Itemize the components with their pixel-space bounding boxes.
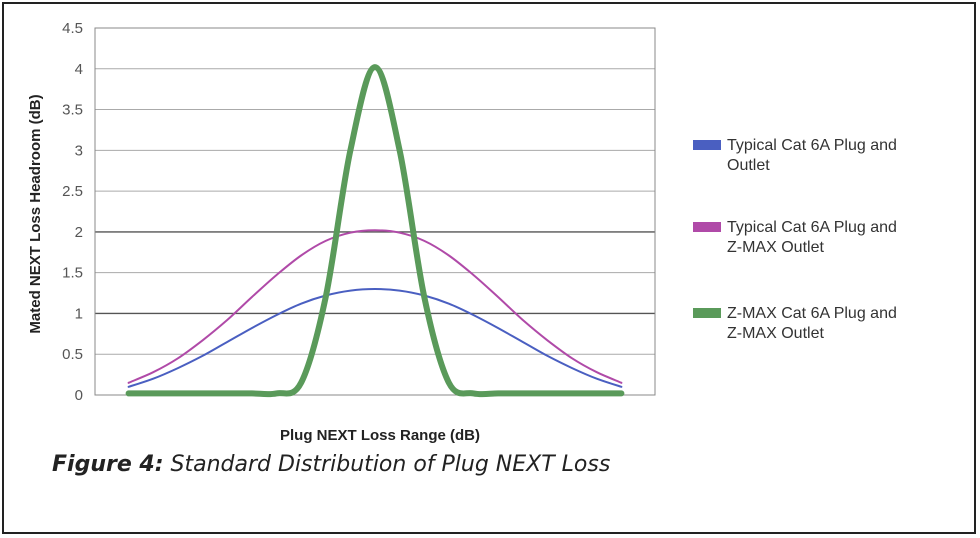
series-line-1 [127, 288, 623, 388]
y-tick-label: 4 [75, 61, 83, 78]
y-tick-label: 0 [75, 387, 83, 404]
legend-label-2: Typical Cat 6A Plug and Z-MAX Outlet [727, 219, 897, 256]
legend: Typical Cat 6A Plug and Outlet Typical Cat… [693, 137, 897, 342]
legend-swatch-3 [693, 308, 721, 318]
series-line-2 [127, 229, 623, 384]
plot-area [94, 27, 656, 396]
y-tick-label: 3 [75, 142, 83, 159]
y-tick-label: 1 [75, 305, 83, 322]
series-lines [125, 64, 625, 398]
y-axis: 0 0.5 1 1.5 2 2.5 3 3.5 4 4.5 [62, 20, 83, 404]
y-tick-label: 0.5 [62, 346, 83, 363]
figure-caption-label: Figure 4: [52, 452, 164, 477]
y-axis-title: Mated NEXT Loss Headroom (dB) [27, 94, 44, 333]
legend-swatch-2 [693, 222, 721, 232]
y-tick-label: 2.5 [62, 183, 83, 200]
gridlines [95, 27, 655, 396]
y-tick-label: 1.5 [62, 265, 83, 282]
series-line-3 [125, 64, 625, 398]
y-tick-label: 4.5 [62, 20, 83, 37]
legend-label-1: Typical Cat 6A Plug and Outlet [727, 137, 897, 174]
y-tick-label: 2 [75, 224, 83, 241]
figure-caption: Figure 4: Standard Distribution of Plug … [52, 452, 610, 477]
x-axis-title: Plug NEXT Loss Range (dB) [280, 427, 480, 444]
legend-label-3: Z-MAX Cat 6A Plug and Z-MAX Outlet [727, 305, 897, 342]
legend-swatch-1 [693, 140, 721, 150]
figure-caption-text: Standard Distribution of Plug NEXT Loss [170, 452, 611, 477]
y-tick-label: 3.5 [62, 102, 83, 119]
